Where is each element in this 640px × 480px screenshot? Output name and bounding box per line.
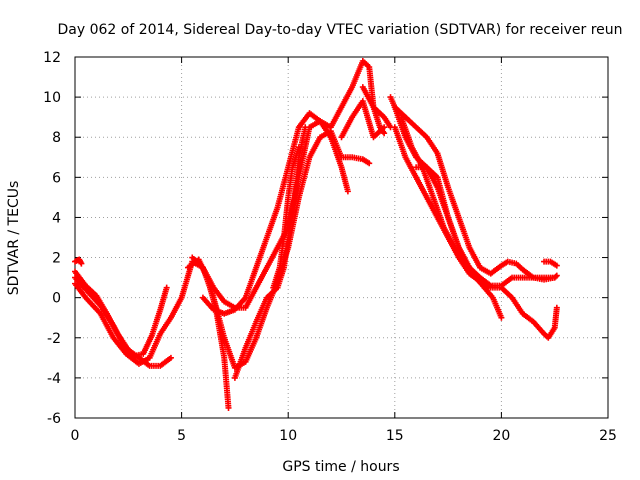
- data-point: [553, 272, 560, 279]
- x-tick-label: 0: [71, 428, 80, 444]
- y-tick-label: 6: [52, 170, 61, 186]
- x-tick-label: 5: [177, 428, 186, 444]
- y-tick-label: 12: [43, 50, 61, 66]
- series-track-10: [359, 84, 394, 131]
- x-tick-label: 15: [386, 428, 404, 444]
- data-point: [302, 124, 309, 131]
- y-tick-label: 0: [52, 291, 61, 307]
- y-tick-label: -6: [47, 411, 61, 427]
- y-tick-label: 4: [52, 210, 61, 226]
- x-tick-label: 25: [599, 428, 617, 444]
- series-track-2: [72, 274, 170, 359]
- data-point: [366, 160, 373, 167]
- data-point: [78, 260, 85, 267]
- data-point: [553, 304, 560, 311]
- data-point: [295, 144, 302, 151]
- x-axis-label: GPS time / hours: [282, 459, 399, 475]
- y-axis-label: SDTVAR / TECUs: [6, 181, 22, 296]
- x-tick-label: 10: [279, 428, 297, 444]
- y-tick-label: -4: [47, 371, 61, 387]
- data-point: [225, 404, 232, 411]
- y-tick-label: 10: [43, 90, 61, 106]
- y-tick-label: 8: [52, 130, 61, 146]
- series-track-17: [72, 256, 85, 267]
- data-point: [344, 188, 351, 195]
- data-point: [552, 273, 559, 280]
- series-track-15: [413, 164, 560, 341]
- data-layer: [72, 58, 560, 411]
- series-track-16: [541, 258, 560, 269]
- series-track-8: [270, 144, 302, 291]
- plot-frame: [74, 56, 609, 419]
- tick-labels: 0 5 10 15 20 25 -6 -4 -2 0 2 4 6 8 10 12: [43, 50, 617, 444]
- data-point: [163, 284, 170, 291]
- data-point: [381, 124, 388, 131]
- data-point: [553, 262, 560, 269]
- data-point: [381, 130, 388, 137]
- data-point: [167, 354, 174, 361]
- series-track-6: [199, 58, 388, 317]
- x-tick-label: 20: [492, 428, 510, 444]
- y-tick-label: 2: [52, 251, 61, 267]
- y-tick-label: -2: [47, 331, 61, 347]
- axis-ticks: [74, 56, 609, 419]
- chart-title: Day 062 of 2014, Sidereal Day-to-day VTE…: [57, 22, 622, 38]
- data-point: [498, 314, 505, 321]
- series-track-9: [338, 98, 388, 141]
